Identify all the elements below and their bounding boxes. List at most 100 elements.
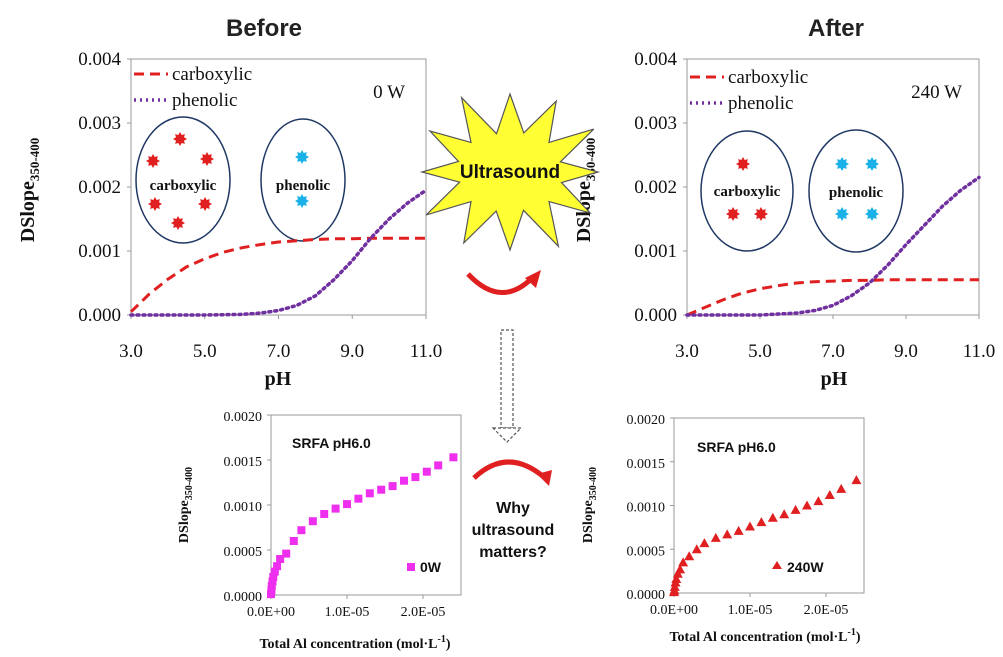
y-tick-label: 0.002 xyxy=(78,177,121,198)
data-point xyxy=(691,544,702,554)
data-point xyxy=(289,537,298,545)
data-point xyxy=(790,504,801,514)
y-tick-label: 0.001 xyxy=(78,241,121,262)
data-point xyxy=(308,517,317,526)
y-tick-label: 0.0005 xyxy=(224,545,263,560)
data-point xyxy=(684,551,695,561)
y-tick-label: 0.0000 xyxy=(224,590,263,605)
question-line-1: Why xyxy=(496,500,530,517)
before-power-label: 0 W xyxy=(373,82,405,103)
inset-0w-title: SRFA pH6.0 xyxy=(292,435,371,451)
data-point xyxy=(824,490,835,499)
inset-240w-legend-label: 240W xyxy=(787,559,824,575)
after-legend-phenolic: phenolic xyxy=(728,93,793,114)
after-phenolic-circle-label: phenolic xyxy=(829,185,884,201)
before-x-ticks: 3.0 5.0 7.0 9.0 11.0 xyxy=(119,315,442,362)
carboxylic-site-dot xyxy=(148,197,162,211)
data-point xyxy=(767,512,778,522)
y-tick-label: 0.003 xyxy=(78,113,121,134)
before-x-axis-title: pH xyxy=(265,368,292,390)
data-point xyxy=(377,485,386,494)
data-point xyxy=(710,532,721,542)
data-point xyxy=(331,504,340,513)
y-tick-label: 0.004 xyxy=(78,49,121,70)
before-series xyxy=(129,188,428,317)
inset-0w-legend-marker xyxy=(407,563,415,571)
x-tick-label: 9.0 xyxy=(340,341,364,362)
data-point xyxy=(276,555,285,563)
after-y-ticks: 0.000 0.001 0.002 0.003 0.004 xyxy=(634,49,687,326)
y-tick-label: 0.004 xyxy=(634,49,677,70)
data-point xyxy=(273,562,282,571)
data-point xyxy=(699,538,710,548)
after-carboxylic-dots xyxy=(726,157,768,221)
data-point xyxy=(388,482,397,491)
y-tick-label: 0.0015 xyxy=(224,455,263,470)
inset-240w-y-ticks: 0.0000 0.0005 0.0010 0.0015 0.0020 xyxy=(627,413,674,603)
x-tick-label: 5.0 xyxy=(193,341,217,362)
before-y-axis-title: DSlope350-400 xyxy=(17,138,42,242)
before-legend-carboxylic: carboxylic xyxy=(172,64,252,85)
x-tick-label: 1.0E-05 xyxy=(728,603,773,618)
x-tick-label: 11.0 xyxy=(963,341,996,362)
after-phenolic-circle xyxy=(808,129,904,253)
question-line-2: ultrasound xyxy=(472,522,555,539)
y-tick-label: 0.0015 xyxy=(627,457,666,472)
y-tick-label: 0.000 xyxy=(78,305,121,326)
data-point xyxy=(269,573,278,581)
ultrasound-label: Ultrasound xyxy=(460,162,560,183)
before-title: Before xyxy=(226,15,302,42)
after-power-label: 240 W xyxy=(911,82,962,103)
after-chart: 0.000 0.001 0.002 0.003 0.004 3.0 5.0 7.0 9.0 11… xyxy=(573,49,995,390)
data-point xyxy=(282,549,291,558)
before-carboxylic-circle xyxy=(135,116,231,244)
inset-0w-x-ticks: 0.0E+00 1.0E-05 2.0E-05 xyxy=(247,595,445,620)
before-phenolic-circle-label: phenolic xyxy=(276,178,331,194)
before-y-ticks: 0.000 0.001 0.002 0.003 0.004 xyxy=(78,49,131,326)
before-carboxylic-dots xyxy=(146,132,214,230)
y-tick-label: 0.0020 xyxy=(627,413,666,428)
data-point xyxy=(434,461,443,470)
data-point xyxy=(297,526,306,535)
before-legend-phenolic: phenolic xyxy=(172,90,237,111)
carboxylic-site-dot xyxy=(146,154,160,168)
inset-0w-series xyxy=(267,453,458,599)
x-tick-label: 1.0E-05 xyxy=(325,605,370,620)
after-x-ticks: 3.0 5.0 7.0 9.0 11.0 xyxy=(675,315,995,362)
data-point xyxy=(268,577,277,586)
data-point xyxy=(354,494,363,503)
y-tick-label: 0.003 xyxy=(634,113,677,134)
data-point xyxy=(745,521,755,531)
phenolic-site-dot xyxy=(835,157,849,171)
data-point xyxy=(756,517,767,527)
before-chart: 0.000 0.001 0.002 0.003 0.004 3.0 5.0 7.0 9.0 11… xyxy=(17,49,442,390)
data-point xyxy=(813,496,824,506)
cycle-arrow-icon xyxy=(466,270,541,295)
y-tick-label: 0.0000 xyxy=(627,588,666,603)
data-point xyxy=(722,529,733,539)
after-series xyxy=(685,175,981,317)
data-point xyxy=(411,473,420,482)
data-point xyxy=(779,509,790,519)
carboxylic-site-dot xyxy=(200,152,214,166)
after-legend-carboxylic: carboxylic xyxy=(728,67,808,88)
before-carboxylic-circle-label: carboxylic xyxy=(150,178,217,194)
y-tick-label: 0.0010 xyxy=(224,500,263,515)
carboxylic-site-dot xyxy=(198,197,212,211)
data-point xyxy=(802,500,812,510)
phenolic-site-dot xyxy=(865,157,879,171)
inset-240w-legend-marker xyxy=(772,561,782,569)
y-tick-label: 0.0020 xyxy=(224,410,263,425)
inset-240w-title: SRFA pH6.0 xyxy=(697,439,776,455)
before-phenolic-circle xyxy=(260,118,346,242)
carboxylic-site-dot xyxy=(754,207,768,221)
down-arrow-icon xyxy=(491,329,523,443)
series-line-phenolic xyxy=(685,175,981,317)
before-phenolic-dots xyxy=(295,150,309,208)
carboxylic-site-dot xyxy=(736,157,750,171)
y-tick-label: 0.002 xyxy=(634,177,677,198)
after-carboxylic-circle-label: carboxylic xyxy=(714,184,781,200)
y-tick-label: 0.0005 xyxy=(627,544,666,559)
y-tick-label: 0.000 xyxy=(634,305,677,326)
